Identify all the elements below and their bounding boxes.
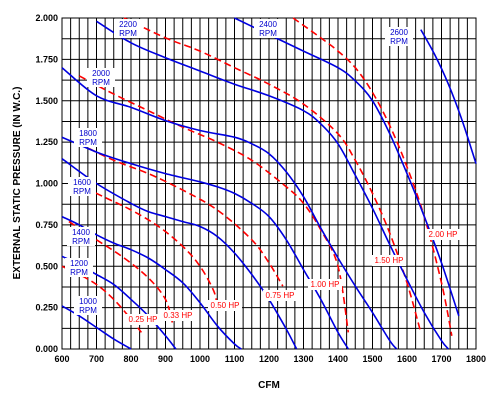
y-tick-label: 2.000 [35, 13, 58, 23]
rpm-label-background [87, 68, 115, 87]
rpm-label-unit: RPM [259, 29, 277, 38]
hp-curve [78, 75, 350, 333]
hp-label: 0.33 HP [164, 311, 193, 320]
rpm-label-value: 1000 [79, 297, 97, 306]
rpm-label-background [74, 296, 102, 315]
rpm-label-background [67, 227, 95, 246]
hp-curve [68, 220, 174, 323]
rpm-label-value: 1400 [72, 228, 90, 237]
rpm-label-unit: RPM [73, 187, 91, 196]
rpm-label-value: 2200 [119, 20, 137, 29]
rpm-label-background [254, 19, 282, 38]
rpm-label-value: 1200 [70, 259, 88, 268]
hp-curve [75, 182, 219, 308]
rpm-label-value: 2600 [390, 28, 408, 37]
rpm-label-background [74, 128, 102, 147]
rpm-label-unit: RPM [72, 237, 90, 246]
x-tick-label: 1000 [190, 354, 210, 364]
rpm-label-background [65, 258, 93, 277]
hp-label-background [263, 290, 297, 301]
x-tick-label: 1100 [225, 354, 245, 364]
hp-label: 0.75 HP [266, 291, 295, 300]
rpm-label-value: 1800 [79, 129, 97, 138]
rpm-label-background [68, 177, 96, 196]
rpm-curve [61, 215, 242, 350]
hp-label-background [426, 229, 460, 240]
axis-ticks: 600 700 800 900 1000 1100 1200 1300 1400 1500 1600… [35, 13, 486, 364]
y-tick-label: 1.000 [35, 179, 58, 189]
y-tick-label: 1.500 [35, 96, 58, 106]
rpm-label-unit: RPM [79, 306, 97, 315]
hp-label: 1.50 HP [375, 256, 404, 265]
y-tick-label: 0.500 [35, 261, 58, 271]
rpm-label-value: 2000 [92, 69, 110, 78]
hp-series-lines [61, 17, 453, 336]
y-tick-label: 1.250 [35, 137, 58, 147]
y-tick-label: 0.000 [35, 344, 58, 354]
x-tick-label: 1800 [466, 354, 486, 364]
rpm-curve [61, 305, 132, 350]
grid [62, 18, 476, 349]
x-tick-label: 700 [89, 354, 104, 364]
rpm-label-unit: RPM [92, 78, 110, 87]
rpm-label-background [114, 19, 142, 38]
rpm-curve [420, 29, 477, 164]
x-tick-label: 1200 [259, 354, 279, 364]
x-tick-label: 1600 [397, 354, 417, 364]
x-axis-title: CFM [258, 380, 280, 391]
hp-label: 1.00 HP [311, 280, 340, 289]
y-tick-label: 1.750 [35, 54, 58, 64]
hp-curve [292, 17, 453, 336]
hp-label-background [372, 255, 406, 266]
hp-label-background [208, 300, 242, 311]
hp-label-background [308, 279, 342, 290]
rpm-curve [61, 67, 398, 350]
hp-label: 0.50 HP [211, 301, 240, 310]
rpm-curve [96, 20, 450, 350]
hp-curve [123, 17, 422, 333]
rpm-label-unit: RPM [119, 29, 137, 38]
x-tick-label: 1400 [328, 354, 348, 364]
rpm-label-unit: RPM [70, 268, 88, 277]
rpm-curve [61, 136, 349, 350]
x-tick-label: 900 [158, 354, 173, 364]
rpm-label-unit: RPM [79, 138, 97, 147]
rpm-label-value: 1600 [73, 178, 91, 187]
x-tick-label: 1500 [362, 354, 382, 364]
hp-label: 0.25 HP [129, 315, 158, 324]
y-tick-label: 0.750 [35, 220, 58, 230]
rpm-label-value: 2400 [259, 20, 277, 29]
y-axis-title: EXTERNAL STATIC PRESSURE (IN W.C.) [12, 87, 23, 280]
x-tick-label: 1700 [431, 354, 451, 364]
hp-label-background [126, 314, 160, 325]
rpm-label-unit: RPM [390, 37, 408, 46]
rpm-label-background [385, 27, 413, 46]
x-tick-label: 600 [54, 354, 69, 364]
hp-label-background [161, 310, 195, 321]
x-tick-label: 800 [123, 354, 138, 364]
hp-curve [78, 143, 284, 287]
y-tick-label: 0.250 [35, 303, 58, 313]
x-tick-label: 1300 [293, 354, 313, 364]
hp-label: 2.00 HP [429, 230, 458, 239]
curve-labels: 1000RPM1200RPM1400RPM1600RPM1800RPM2000R… [65, 19, 460, 325]
